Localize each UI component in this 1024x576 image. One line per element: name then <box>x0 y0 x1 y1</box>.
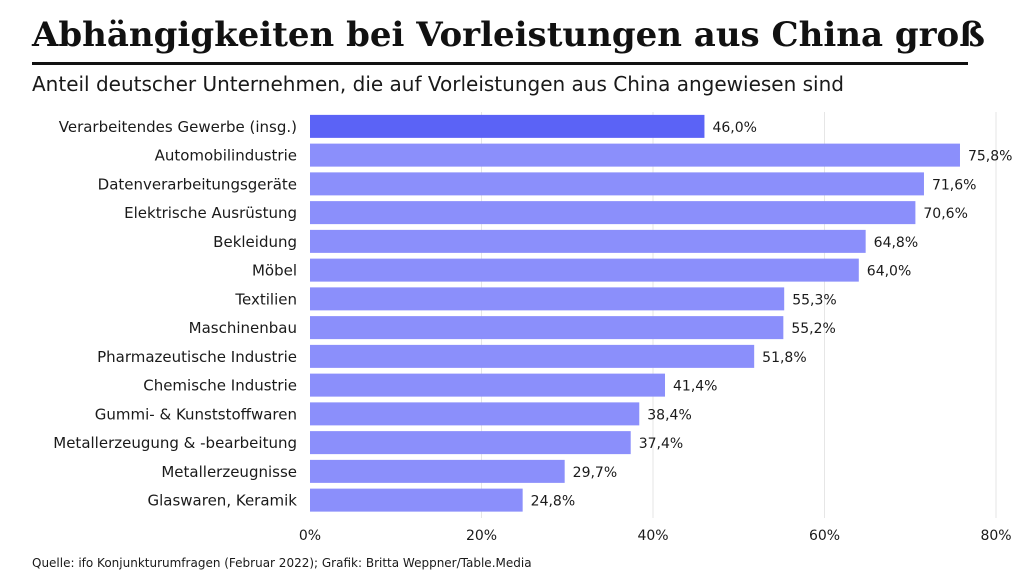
data-label: 71,6% <box>932 177 976 193</box>
category-label: Metallerzeugnisse <box>161 463 297 481</box>
bar <box>310 316 784 340</box>
category-label: Pharmazeutische Industrie <box>97 348 297 366</box>
x-tick-label: 0% <box>299 528 321 544</box>
bar <box>310 459 565 483</box>
data-label: 70,6% <box>923 206 967 222</box>
bar <box>310 143 960 167</box>
bar <box>310 488 523 512</box>
bar <box>310 172 924 196</box>
data-label: 29,7% <box>573 465 617 481</box>
data-label: 55,2% <box>791 321 835 337</box>
bar <box>310 201 916 225</box>
data-label: 41,4% <box>673 379 717 395</box>
data-label: 64,0% <box>867 264 911 280</box>
data-label: 75,8% <box>968 149 1012 165</box>
bar <box>310 258 859 282</box>
category-label: Maschinenbau <box>189 319 297 337</box>
category-label: Glaswaren, Keramik <box>147 492 297 510</box>
bar <box>310 431 631 455</box>
x-tick-label: 20% <box>466 528 497 544</box>
data-label: 38,4% <box>647 407 691 423</box>
data-label: 55,3% <box>792 292 836 308</box>
data-label: 37,4% <box>639 436 683 452</box>
bar <box>310 344 755 368</box>
data-label: 64,8% <box>874 235 918 251</box>
category-label: Textilien <box>234 290 297 308</box>
category-label: Datenverarbeitungsgeräte <box>98 175 297 193</box>
bar <box>310 114 705 138</box>
bar <box>310 373 666 397</box>
x-tick-label: 80% <box>980 528 1011 544</box>
bar <box>310 402 640 426</box>
title-rule <box>32 62 968 65</box>
category-label: Möbel <box>252 262 297 280</box>
data-label: 24,8% <box>531 494 575 510</box>
bar <box>310 287 785 311</box>
category-label: Chemische Industrie <box>143 377 297 395</box>
x-tick-label: 60% <box>809 528 840 544</box>
category-label: Bekleidung <box>213 233 297 251</box>
chart-subtitle: Anteil deutscher Unternehmen, die auf Vo… <box>32 72 844 96</box>
source-note: Quelle: ifo Konjunkturumfragen (Februar … <box>32 556 532 570</box>
data-label: 51,8% <box>762 350 806 366</box>
category-label: Gummi- & Kunststoffwaren <box>95 405 297 423</box>
chart-title: Abhängigkeiten bei Vorleistungen aus Chi… <box>32 15 986 55</box>
category-label: Metallerzeugung & -bearbeitung <box>53 434 297 452</box>
bar <box>310 229 866 253</box>
category-label: Automobilindustrie <box>155 147 297 165</box>
category-label: Elektrische Ausrüstung <box>124 204 297 222</box>
data-label: 46,0% <box>712 120 756 136</box>
x-tick-label: 40% <box>637 528 668 544</box>
category-label: Verarbeitendes Gewerbe (insg.) <box>59 118 297 136</box>
